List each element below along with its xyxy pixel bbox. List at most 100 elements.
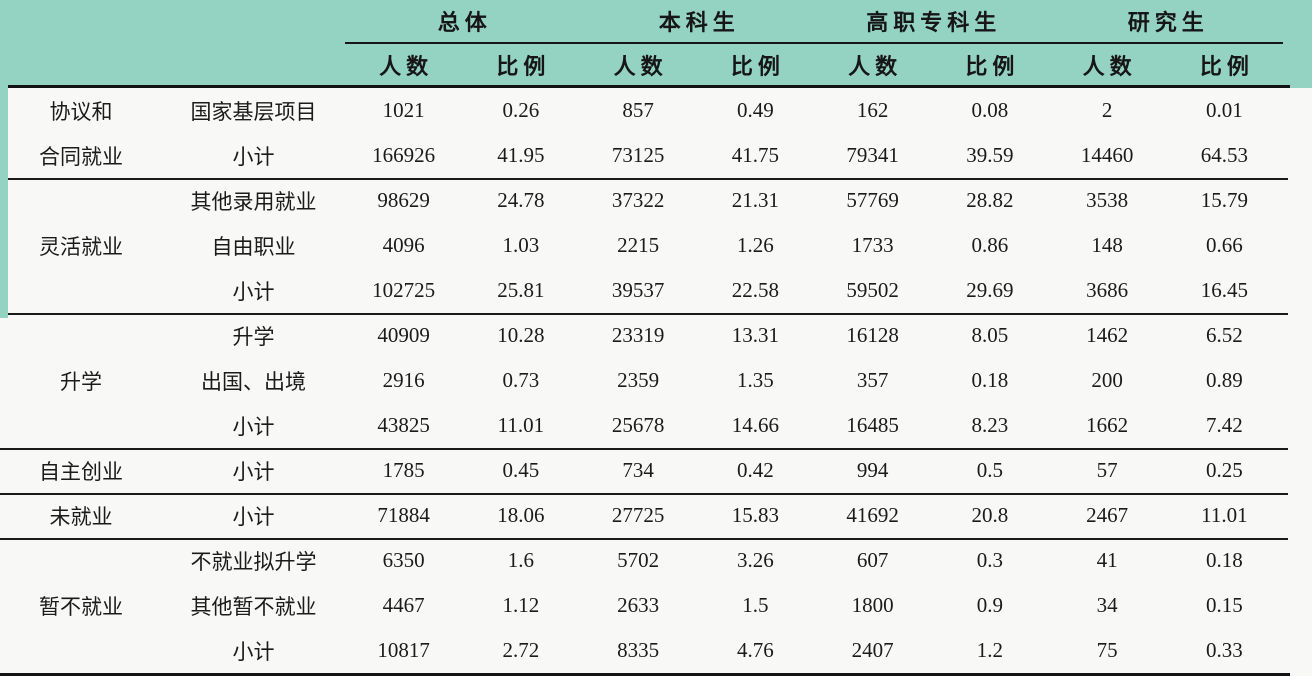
category-cell: 协议和 合同就业 — [0, 88, 162, 178]
value-cell: 1462 — [1086, 323, 1129, 347]
group-separator-rule — [0, 538, 1288, 540]
subcategory-cell: 出国、出境 — [201, 369, 306, 394]
value-cell: 39.59 — [966, 143, 1014, 167]
value-cell: 57769 — [846, 188, 899, 212]
subcategory-cell: 不就业拟升学 — [190, 549, 317, 574]
value-cell: 23319 — [611, 323, 665, 347]
value-cell: 0.5 — [976, 458, 1003, 482]
category-cell: 灵活就业 — [0, 178, 162, 313]
value-cell: 0.73 — [502, 368, 540, 392]
subheader-bili: 比例 — [496, 54, 551, 79]
value-cell: 2359 — [617, 368, 660, 392]
value-cell: 1.6 — [507, 548, 534, 572]
subcategory-cell: 小计 — [232, 504, 275, 529]
category-line: 暂不就业 — [39, 594, 123, 619]
value-cell: 0.25 — [1206, 458, 1243, 482]
value-cell: 1662 — [1086, 413, 1129, 437]
value-cell: 0.42 — [737, 458, 774, 482]
subcategory-cell: 小计 — [232, 144, 275, 169]
value-cell: 1.26 — [737, 233, 774, 257]
value-cell: 3538 — [1086, 188, 1129, 212]
value-cell: 0.26 — [502, 98, 540, 122]
value-cell: 15.79 — [1200, 188, 1248, 212]
value-cell: 15.83 — [731, 503, 779, 527]
value-cell: 2 — [1101, 98, 1113, 122]
value-cell: 43825 — [377, 413, 430, 437]
value-cell: 162 — [856, 98, 889, 122]
value-cell: 2467 — [1086, 503, 1129, 527]
value-cell: 0.49 — [737, 98, 774, 122]
value-cell: 28.82 — [966, 188, 1014, 212]
value-cell: 40909 — [377, 323, 430, 347]
subcategory-cell: 其他暂不就业 — [190, 594, 317, 619]
value-cell: 71884 — [377, 503, 430, 527]
value-cell: 5702 — [617, 548, 660, 572]
subcategory-cell: 小计 — [232, 279, 275, 304]
value-cell: 11.01 — [1201, 503, 1248, 527]
value-cell: 21.31 — [731, 188, 779, 212]
value-cell: 98629 — [377, 188, 430, 212]
value-cell: 1.2 — [976, 638, 1003, 662]
subheader-renshu: 人数 — [848, 54, 903, 79]
value-cell: 0.33 — [1206, 638, 1243, 662]
value-cell: 200 — [1091, 368, 1123, 392]
value-cell: 75 — [1096, 638, 1118, 662]
value-cell: 0.08 — [971, 98, 1009, 122]
value-cell: 11.01 — [497, 413, 545, 437]
value-cell: 1021 — [382, 98, 425, 122]
subcategory-cell: 小计 — [232, 414, 275, 439]
category-cell: 升学 — [0, 313, 162, 448]
category-line: 升学 — [60, 369, 102, 394]
category-cell: 未就业 — [0, 493, 162, 538]
value-cell: 8335 — [617, 638, 660, 662]
subheader-renshu: 人数 — [379, 54, 434, 79]
value-cell: 8.23 — [971, 413, 1009, 437]
value-cell: 10817 — [377, 638, 430, 662]
table-header: 总体 本科生 高职专科生 研究生 人数 比例 人数 比例 人数 比例 人数 比例 — [0, 0, 1312, 88]
value-cell: 79341 — [846, 143, 899, 167]
category-line: 未就业 — [49, 504, 113, 529]
value-cell: 16.45 — [1200, 278, 1248, 302]
category-cell: 暂不就业 — [0, 538, 162, 673]
value-cell: 41692 — [846, 503, 899, 527]
value-cell: 0.66 — [1206, 233, 1243, 257]
value-cell: 59502 — [846, 278, 899, 302]
column-group-header: 研究生 — [1127, 10, 1209, 35]
value-cell: 34 — [1096, 593, 1118, 617]
table-body: 协议和 合同就业 国家基层项目 1021 0.26 857 0.49 162 0.08 2 0.01… — [0, 88, 1312, 673]
value-cell: 1800 — [851, 593, 894, 617]
value-cell: 14.66 — [731, 413, 779, 437]
value-cell: 25678 — [611, 413, 665, 437]
value-cell: 4096 — [382, 233, 425, 257]
value-cell: 57 — [1096, 458, 1118, 482]
subheader-bili: 比例 — [1199, 54, 1254, 79]
column-group-header: 总体 — [437, 10, 492, 35]
subcategory-cell: 升学 — [232, 324, 275, 349]
value-cell: 166926 — [372, 143, 436, 167]
value-cell: 13.31 — [731, 323, 779, 347]
value-cell: 0.18 — [971, 368, 1009, 392]
category-cell: 自主创业 — [0, 448, 162, 493]
value-cell: 10.28 — [497, 323, 545, 347]
group-separator-rule — [0, 493, 1288, 495]
subheader-renshu: 人数 — [1082, 54, 1137, 79]
group-header-underline — [345, 42, 1283, 44]
value-cell: 39537 — [611, 278, 665, 302]
subcategory-cell: 其他录用就业 — [190, 189, 317, 214]
value-cell: 41.75 — [731, 143, 779, 167]
category-line: 灵活就业 — [39, 234, 123, 259]
value-cell: 27725 — [611, 503, 665, 527]
subcategory-cell: 自由职业 — [211, 234, 296, 259]
category-line: 合同就业 — [39, 144, 123, 169]
value-cell: 607 — [856, 548, 889, 572]
value-cell: 25.81 — [497, 278, 545, 302]
value-cell: 16128 — [846, 323, 899, 347]
value-cell: 2633 — [617, 593, 660, 617]
header-group-row: 总体 本科生 高职专科生 研究生 — [0, 0, 1312, 42]
subheader-bili: 比例 — [965, 54, 1020, 79]
value-cell: 20.8 — [971, 503, 1009, 527]
value-cell: 24.78 — [497, 188, 545, 212]
value-cell: 2215 — [617, 233, 660, 257]
header-bottom-rule — [6, 85, 1290, 88]
value-cell: 6.52 — [1206, 323, 1243, 347]
